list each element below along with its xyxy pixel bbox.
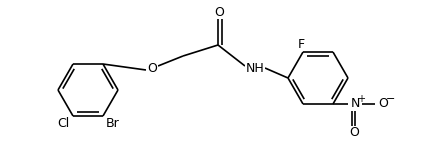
Text: −: − bbox=[386, 94, 396, 104]
Text: O: O bbox=[378, 97, 388, 110]
Text: NH: NH bbox=[246, 61, 264, 75]
Text: O: O bbox=[147, 61, 157, 75]
Text: O: O bbox=[214, 6, 224, 18]
Text: Br: Br bbox=[106, 118, 120, 131]
Text: F: F bbox=[297, 37, 305, 51]
Text: N: N bbox=[351, 97, 360, 110]
Text: +: + bbox=[357, 94, 365, 104]
Text: Cl: Cl bbox=[57, 118, 69, 131]
Text: O: O bbox=[349, 127, 359, 140]
